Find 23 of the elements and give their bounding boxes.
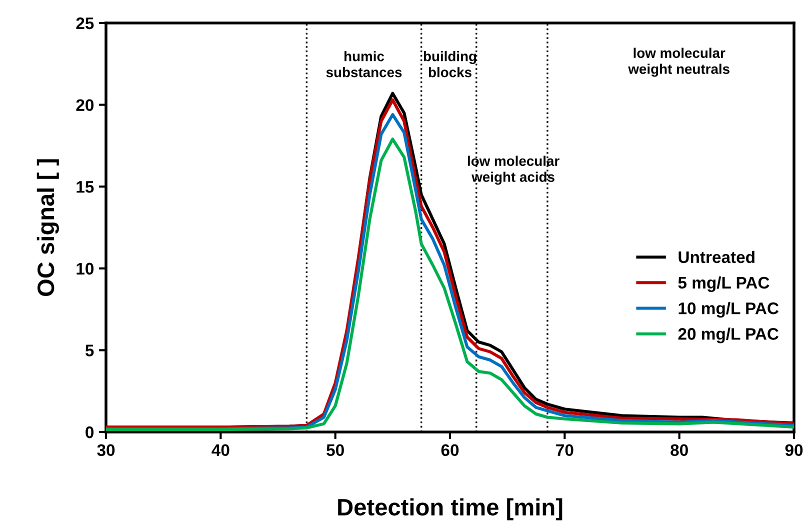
- x-tick-label: 80: [670, 444, 688, 456]
- x-tick-label: 60: [441, 444, 459, 456]
- legend-label: 5 mg/L PAC: [678, 276, 770, 292]
- y-tick-label: 10: [76, 262, 94, 275]
- y-tick-label: 0: [86, 426, 94, 438]
- y-tick-label: 25: [76, 17, 94, 30]
- annotation: low molecular weight neutrals: [628, 48, 730, 77]
- legend-label: Untreated: [678, 250, 754, 264]
- y-tick-label: 20: [76, 99, 94, 112]
- x-tick-label: 30: [97, 444, 115, 456]
- legend-label: 20 mg/L PAC: [678, 328, 779, 344]
- y-tick-label: 5: [85, 344, 94, 356]
- x-tick-label: 90: [785, 444, 803, 456]
- y-axis-title: OC signal [ ]: [36, 159, 59, 296]
- annotation: low molecular weight acids: [468, 156, 560, 185]
- x-tick-label: 70: [556, 444, 574, 456]
- annotation: humic substances: [326, 51, 402, 78]
- y-tick-label: 15: [76, 181, 94, 193]
- annotation: building blocks: [424, 51, 476, 78]
- x-axis-title: Detection time [min]: [338, 498, 562, 520]
- x-tick-label: 40: [212, 444, 230, 456]
- x-tick-label: 50: [326, 444, 344, 456]
- legend-label: 10 mg/L PAC: [678, 302, 779, 318]
